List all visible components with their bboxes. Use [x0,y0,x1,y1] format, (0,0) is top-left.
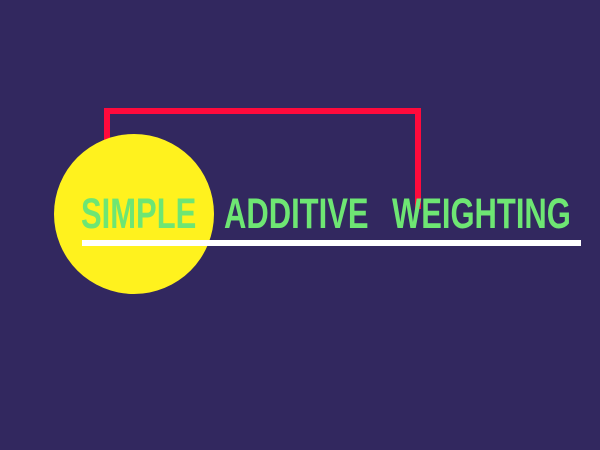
title-underline [82,240,581,246]
yellow-circle-decoration [54,134,214,294]
title-word-weighting: WEIGHTING [392,190,571,238]
title-word-simple: SIMPLE [81,190,197,238]
title-word-additive: ADDITIVE [224,190,369,238]
page-title: SIMPLE ADDITIVE WEIGHTING [81,191,577,237]
